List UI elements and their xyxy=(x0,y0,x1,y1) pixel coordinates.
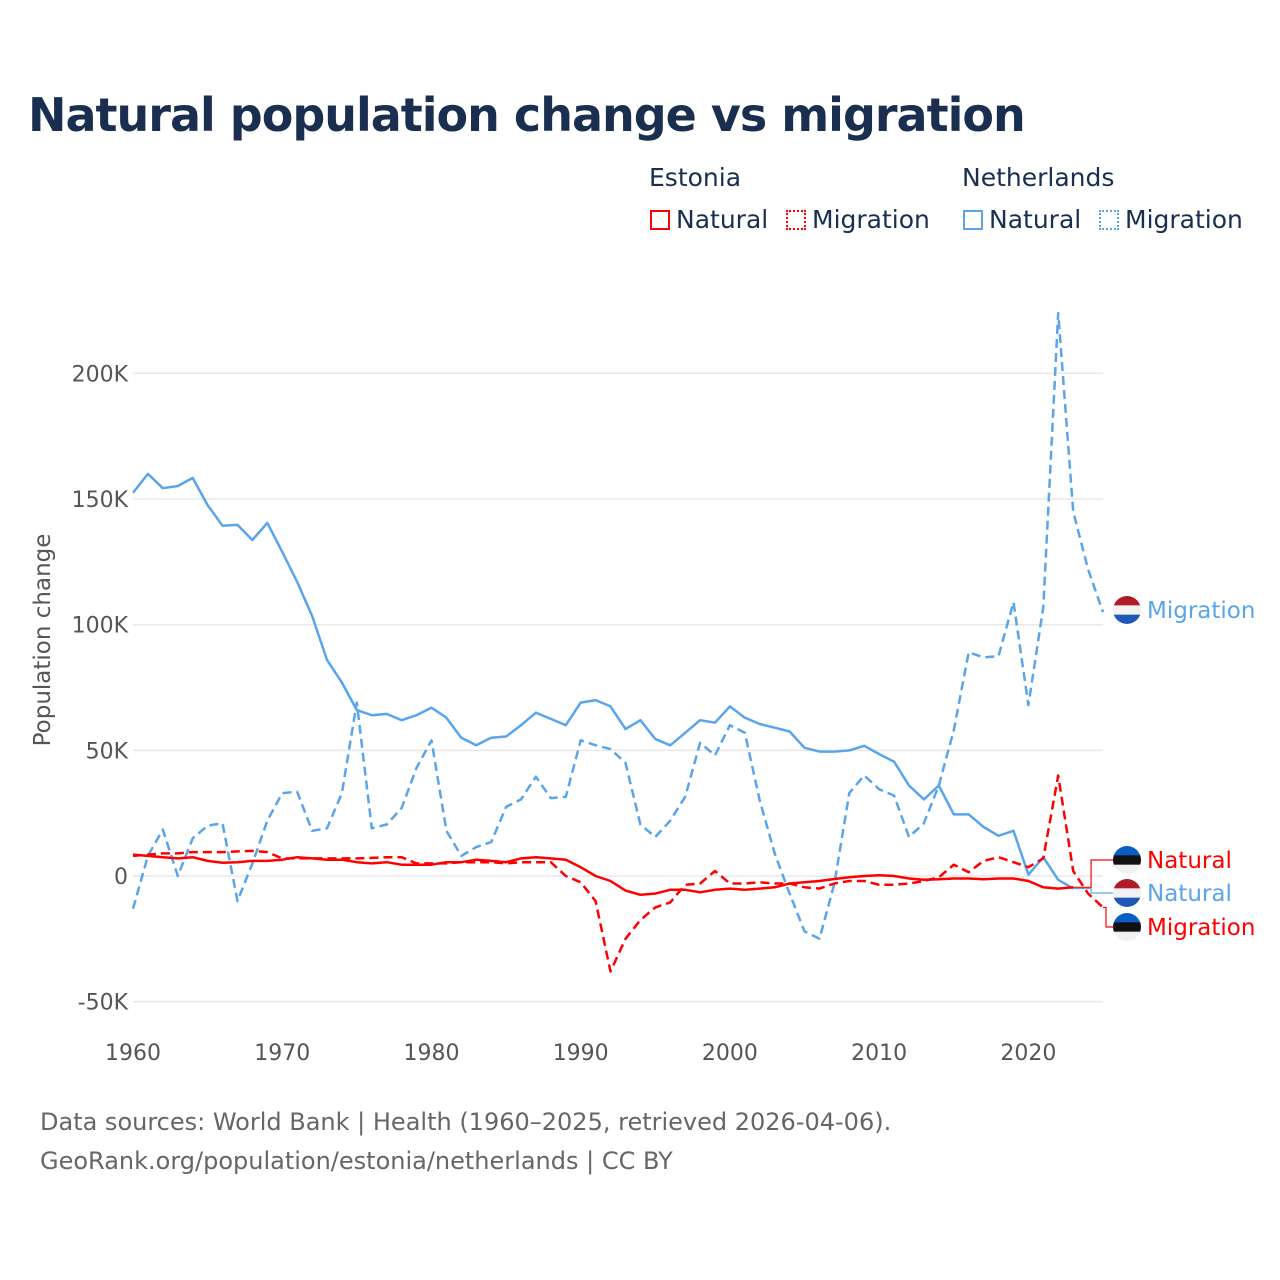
legend-label: Migration xyxy=(1125,205,1243,234)
x-tick-label: 1970 xyxy=(254,1041,310,1066)
end-label-netherlands-migration: Migration xyxy=(1147,598,1255,624)
label-connector xyxy=(1073,887,1113,894)
x-tick-label: 1960 xyxy=(105,1041,161,1066)
x-tick-label: 1990 xyxy=(553,1041,609,1066)
flag-stripe xyxy=(1113,596,1141,606)
flag-stripe xyxy=(1113,913,1141,923)
legend-swatch-dotted-blue-icon xyxy=(1099,209,1119,230)
series-line-netherlands-natural xyxy=(132,472,1074,890)
x-tick-label: 1980 xyxy=(403,1041,459,1066)
footer-sources: Data sources: World Bank | Health (1960–… xyxy=(40,1108,892,1136)
end-label-estonia-natural: Natural xyxy=(1147,848,1232,874)
flag-estonia-icon xyxy=(1113,913,1141,941)
y-tick-label: 100K xyxy=(72,614,129,639)
label-connector xyxy=(1103,906,1113,928)
flag-stripe xyxy=(1113,922,1141,933)
y-tick-label: -50K xyxy=(78,991,129,1016)
flag-stripe xyxy=(1113,846,1141,856)
legend-estonia-migration[interactable]: Migration xyxy=(786,205,930,234)
chart-title: Natural population change vs migration xyxy=(28,88,1026,142)
legend-netherlands-natural[interactable]: Natural xyxy=(963,205,1081,234)
flag-stripe xyxy=(1113,888,1141,899)
flag-estonia-icon xyxy=(1113,846,1141,874)
end-label-netherlands-natural: Natural xyxy=(1147,881,1232,907)
x-tick-label: 2020 xyxy=(1000,1041,1056,1066)
series-line-estonia-migration xyxy=(132,774,1104,973)
flag-stripe xyxy=(1113,605,1141,616)
flag-stripe xyxy=(1113,879,1141,889)
x-tick-label: 2010 xyxy=(851,1041,907,1066)
y-tick-label: 150K xyxy=(72,488,129,513)
y-tick-label: 200K xyxy=(72,362,129,387)
flag-netherlands-icon xyxy=(1113,596,1141,624)
legend-estonia-natural[interactable]: Natural xyxy=(650,205,768,234)
x-tick-label: 2000 xyxy=(702,1041,758,1066)
flag-stripe xyxy=(1113,897,1141,907)
y-tick-label: 50K xyxy=(86,739,129,764)
series-line-netherlands-migration xyxy=(131,311,1105,941)
legend-swatch-solid-red-icon xyxy=(650,209,670,230)
legend-label: Natural xyxy=(676,205,769,234)
flag-stripe xyxy=(1113,855,1141,866)
label-connector xyxy=(1073,859,1113,888)
legend-swatch-solid-blue-icon xyxy=(963,209,983,230)
legend-label: Migration xyxy=(812,205,930,234)
legend-group-netherlands: Netherlands xyxy=(962,163,1115,192)
y-axis-label: Population change xyxy=(30,534,56,747)
legend-group-estonia: Estonia xyxy=(649,163,742,192)
legend-swatch-dotted-red-icon xyxy=(786,209,806,230)
flag-stripe xyxy=(1113,931,1141,941)
flag-netherlands-icon xyxy=(1113,879,1141,907)
flag-stripe xyxy=(1113,614,1141,624)
legend-netherlands-migration[interactable]: Migration xyxy=(1099,205,1243,234)
series-line-estonia-natural xyxy=(132,853,1074,897)
flag-stripe xyxy=(1113,864,1141,874)
legend-label: Natural xyxy=(989,205,1082,234)
footer-attribution[interactable]: GeoRank.org/population/estonia/netherlan… xyxy=(40,1147,673,1175)
end-label-estonia-migration: Migration xyxy=(1147,915,1255,941)
y-tick-label: 0 xyxy=(114,865,128,890)
